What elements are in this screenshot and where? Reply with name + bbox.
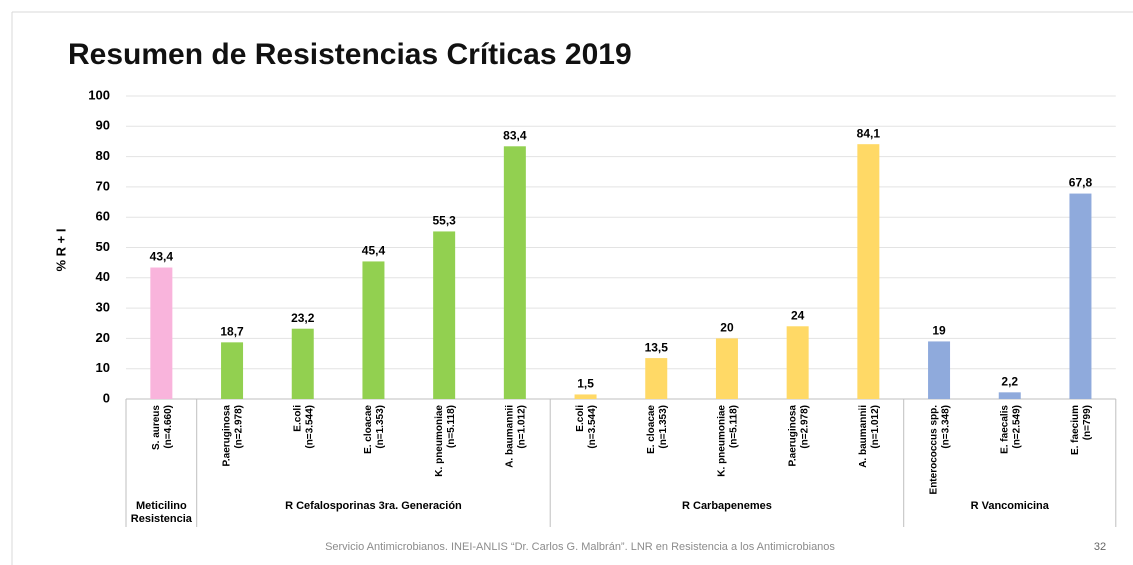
category-note: (n=2.978)	[799, 405, 810, 449]
bar	[433, 231, 456, 399]
category-note: (n=5.118)	[729, 405, 740, 448]
group-label: Meticilino Resistencia	[130, 500, 192, 525]
value-label: 20	[720, 321, 734, 335]
bar	[1069, 193, 1092, 399]
category-label: E. faecium	[1070, 405, 1081, 455]
value-label: 83,4	[503, 128, 527, 142]
category-note: (n=1.012)	[870, 405, 881, 449]
y-tick-label: 80	[96, 148, 110, 163]
y-tick-label: 40	[96, 269, 110, 284]
y-tick-label: 60	[96, 209, 110, 224]
value-label: 67,8	[1069, 176, 1093, 190]
value-label: 13,5	[645, 340, 669, 354]
y-tick-label: 0	[103, 390, 110, 405]
value-label: 23,2	[291, 311, 315, 325]
category-note: (n=3.348)	[941, 405, 952, 449]
y-tick-label: 100	[88, 87, 110, 102]
category-label: E.coli	[575, 405, 586, 432]
bar	[574, 394, 597, 399]
bar	[928, 341, 951, 399]
category-label: E. cloacae	[363, 405, 374, 454]
category-note: (n=2.549)	[1011, 405, 1022, 449]
bar	[786, 326, 809, 399]
category-note: (n=1.353)	[658, 405, 669, 449]
bar	[715, 338, 738, 399]
category-label: K. pneumoniae	[717, 405, 728, 477]
y-axis-label: % R + I	[53, 229, 68, 272]
category-note: (n=1.012)	[516, 405, 527, 449]
category-label: P.aeruginosa	[787, 405, 798, 467]
bar	[503, 146, 526, 399]
bar	[221, 342, 244, 399]
footer: Servicio Antimicrobianos. INEI-ANLIS “Dr…	[325, 541, 835, 553]
value-label: 24	[791, 308, 805, 322]
value-label: 55,3	[432, 214, 456, 228]
group-label: R Carbapenemes	[682, 500, 772, 512]
y-tick-label: 70	[96, 178, 110, 193]
value-label: 45,4	[362, 244, 386, 258]
category-note: (n=5.118)	[446, 405, 457, 448]
y-tick-label: 30	[96, 300, 110, 315]
category-label: E. cloacae	[646, 405, 657, 454]
value-label: 19	[932, 324, 946, 338]
value-label: 43,4	[150, 250, 174, 264]
bar	[150, 267, 173, 399]
bar	[362, 261, 385, 399]
y-tick-label: 20	[96, 330, 110, 345]
bar	[857, 144, 880, 399]
chart-title: Resumen de Resistencias Críticas 2019	[68, 38, 632, 71]
category-note: (n=3.544)	[304, 405, 315, 449]
value-label: 84,1	[857, 126, 881, 140]
bar	[645, 358, 668, 399]
group-label: R Vancomicina	[970, 500, 1049, 512]
category-label: A. baumannii	[504, 405, 515, 468]
category-label: E. faecalis	[999, 405, 1010, 454]
category-label: K. pneumoniae	[434, 405, 445, 477]
category-note: (n=799)	[1082, 405, 1093, 440]
value-label: 18,7	[220, 325, 244, 339]
value-label: 1,5	[577, 377, 594, 391]
bar	[291, 328, 314, 399]
category-note: (n=1.353)	[375, 405, 386, 449]
y-tick-label: 90	[96, 118, 110, 133]
y-tick-label: 10	[96, 360, 110, 375]
category-note: (n=2.978)	[234, 405, 245, 449]
bar	[998, 392, 1021, 399]
category-label: A. baumannii	[858, 405, 869, 468]
category-label: S. aureus	[151, 405, 162, 450]
category-label: E.coli	[292, 405, 303, 432]
category-label: Enterococcus spp.	[929, 405, 940, 495]
group-label: R Cefalosporinas 3ra. Generación	[285, 500, 462, 512]
value-label: 2,2	[1001, 375, 1018, 389]
page-number: 32	[1094, 541, 1106, 553]
category-note: (n=3.544)	[587, 405, 598, 449]
y-tick-label: 50	[96, 239, 110, 254]
category-note: (n=4.660)	[163, 405, 174, 449]
category-label: P.aeruginosa	[222, 405, 233, 467]
